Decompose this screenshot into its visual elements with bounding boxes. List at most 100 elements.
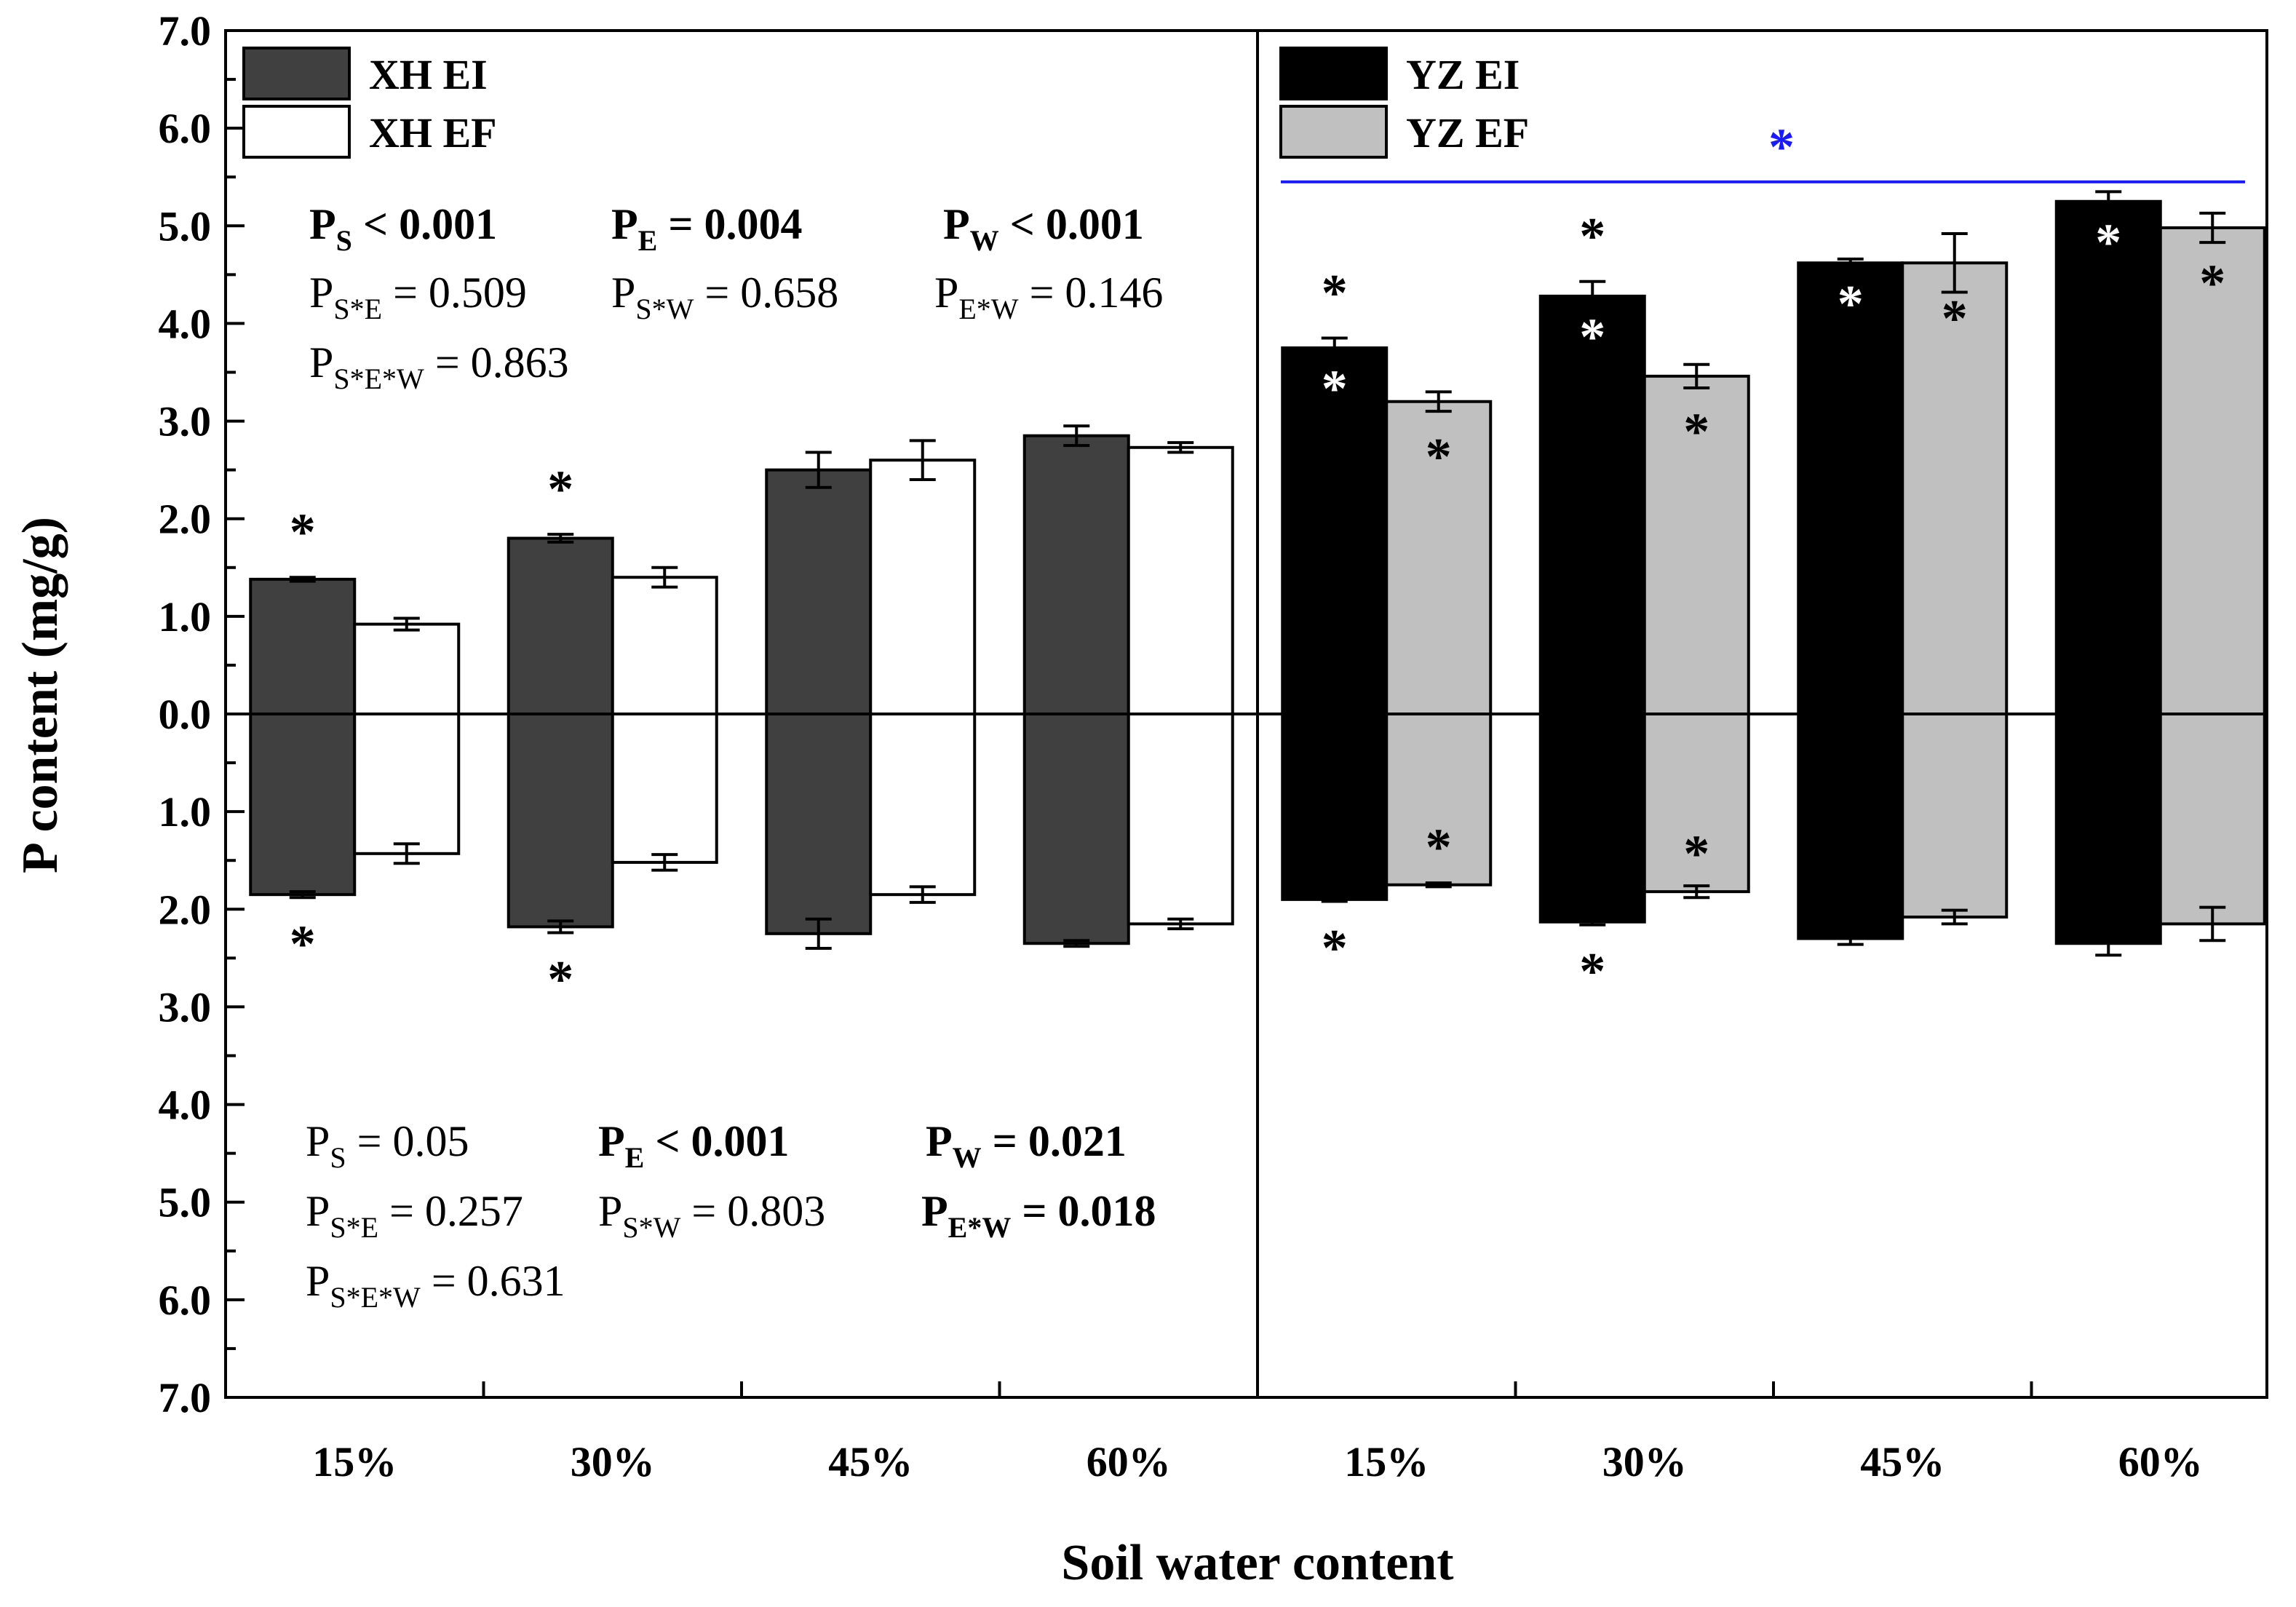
significance-mark-inside: * [1838, 274, 1864, 333]
bar-upper [2158, 226, 2266, 715]
bar-upper [611, 576, 718, 716]
significance-mark-inside: * [1579, 308, 1605, 366]
y-tick-label: 5.0 [159, 202, 212, 250]
bar-upper [765, 468, 873, 716]
stat-label: PE*W = 0.018 [921, 1187, 1156, 1244]
x-tick-label: 15% [312, 1438, 397, 1485]
bar-lower [2158, 713, 2266, 926]
significance-mark: * [1322, 264, 1348, 322]
legend-swatch [242, 105, 351, 159]
y-tick-label: 2.0 [159, 886, 212, 933]
y-tick-label: 5.0 [159, 1179, 212, 1226]
bar-lower [249, 713, 357, 897]
y-tick-label: 3.0 [159, 983, 212, 1031]
significance-mark-inside: * [1683, 402, 1709, 461]
stat-label: PS*W = 0.803 [598, 1187, 825, 1244]
bar-lower [1022, 713, 1130, 945]
legend-label: YZ EI [1406, 51, 1520, 98]
significance-mark: * [547, 460, 573, 518]
y-tick-label: 6.0 [159, 105, 212, 152]
bar-lower [1642, 713, 1750, 894]
legend-label: XH EF [369, 109, 497, 156]
significance-mark: * [1322, 919, 1348, 977]
legend: XH EI XH EF YZ EI YZ EF [242, 47, 1529, 159]
legend-swatch [242, 47, 351, 100]
stat-label: PE = 0.004 [611, 200, 803, 257]
bar-upper [1901, 261, 2009, 715]
bar-upper [249, 577, 357, 716]
significance-mark: * [290, 503, 316, 561]
bar-lower [1797, 713, 1904, 940]
bar-lower [869, 713, 977, 897]
y-tick-label: 1.0 [159, 788, 212, 836]
bar-upper [1642, 374, 1750, 715]
stat-label: PS*E = 0.509 [309, 269, 527, 325]
bar-lower [1127, 713, 1234, 926]
x-tick-label: 60% [2118, 1438, 2203, 1485]
bar-upper [353, 622, 461, 715]
y-tick-label: 3.0 [159, 398, 212, 445]
stat-label: PE*W = 0.146 [934, 269, 1163, 325]
x-tick-label: 30% [571, 1438, 655, 1485]
plot-area: 7.0 6.0 5.0 4.0 3.0 2.0 1.0 0.0 1.0 2.0 3.0 4.0 5.0 6… [159, 7, 2268, 1485]
stat-label: PE < 0.001 [598, 1117, 790, 1174]
y-axis-title: P content (mg/g) [12, 517, 68, 873]
legend-label: XH EI [369, 51, 488, 98]
x-tick-label: 30% [1602, 1438, 1687, 1485]
stat-label: PS*E = 0.257 [306, 1187, 523, 1244]
legend-swatch [1279, 105, 1388, 159]
x-tick-label: 60% [1087, 1438, 1171, 1485]
bar-upper [869, 459, 977, 715]
stat-label: PW = 0.021 [926, 1117, 1127, 1174]
x-tick-label: 45% [1860, 1438, 1945, 1485]
y-tick-label: 7.0 [159, 1374, 212, 1421]
x-tick-label: 45% [828, 1438, 913, 1485]
bar-lower [507, 713, 614, 929]
bar-upper [2054, 199, 2162, 715]
stat-label: PS = 0.05 [306, 1117, 469, 1174]
significance-mark-inside: * [1942, 289, 1968, 347]
legend-label: YZ EF [1406, 109, 1529, 156]
legend-swatch [1279, 47, 1388, 100]
y-tick-label: 4.0 [159, 1082, 212, 1129]
y-tick-label: 0.0 [159, 691, 212, 738]
bar-lower [1901, 713, 2009, 919]
significance-mark: * [547, 950, 573, 1008]
significance-mark-inside: * [1683, 825, 1709, 883]
significance-mark-inside: * [1426, 818, 1452, 876]
bar-upper [1385, 400, 1493, 715]
y-tick-label: 2.0 [159, 496, 212, 543]
x-axis-title: Soil water content [1061, 1535, 1453, 1591]
bar-lower [353, 713, 461, 855]
bars: * * * * * * * * * * * * * * * * * * * [249, 118, 2266, 1008]
significance-mark: * [1579, 207, 1605, 266]
stats-annotations: PS < 0.001 PE = 0.004 PW < 0.001 PS*E = 0.5… [306, 200, 1163, 1314]
significance-mark-inside: * [2199, 254, 2225, 312]
bar-upper [1281, 346, 1389, 715]
significance-mark-inside: * [1322, 360, 1348, 418]
stat-label: PW < 0.001 [943, 200, 1144, 257]
bar-upper [1127, 445, 1234, 715]
bar-upper [507, 536, 614, 715]
bar-lower [765, 713, 873, 935]
significance-mark: * [290, 915, 316, 973]
stat-label: PS*E*W = 0.863 [309, 338, 569, 395]
bar-lower [1281, 713, 1389, 901]
bar-lower [2054, 713, 2162, 945]
significance-mark-inside: * [2095, 213, 2121, 271]
bar-lower [611, 713, 718, 864]
significance-mark: * [1579, 943, 1605, 1001]
bar-lower [1385, 713, 1493, 886]
y-tick-label: 1.0 [159, 593, 212, 640]
bar-lower [1538, 713, 1646, 924]
stat-label: PS*E*W = 0.631 [306, 1257, 565, 1314]
y-tick-label: 6.0 [159, 1277, 212, 1324]
y-tick-label: 4.0 [159, 300, 212, 347]
bar-upper [1797, 261, 1904, 715]
stat-label: PS < 0.001 [309, 200, 497, 257]
x-tick-label: 15% [1344, 1438, 1429, 1485]
bar-upper [1022, 434, 1130, 715]
significance-mark-inside: * [1426, 428, 1452, 486]
y-tick-label: 7.0 [159, 7, 212, 55]
